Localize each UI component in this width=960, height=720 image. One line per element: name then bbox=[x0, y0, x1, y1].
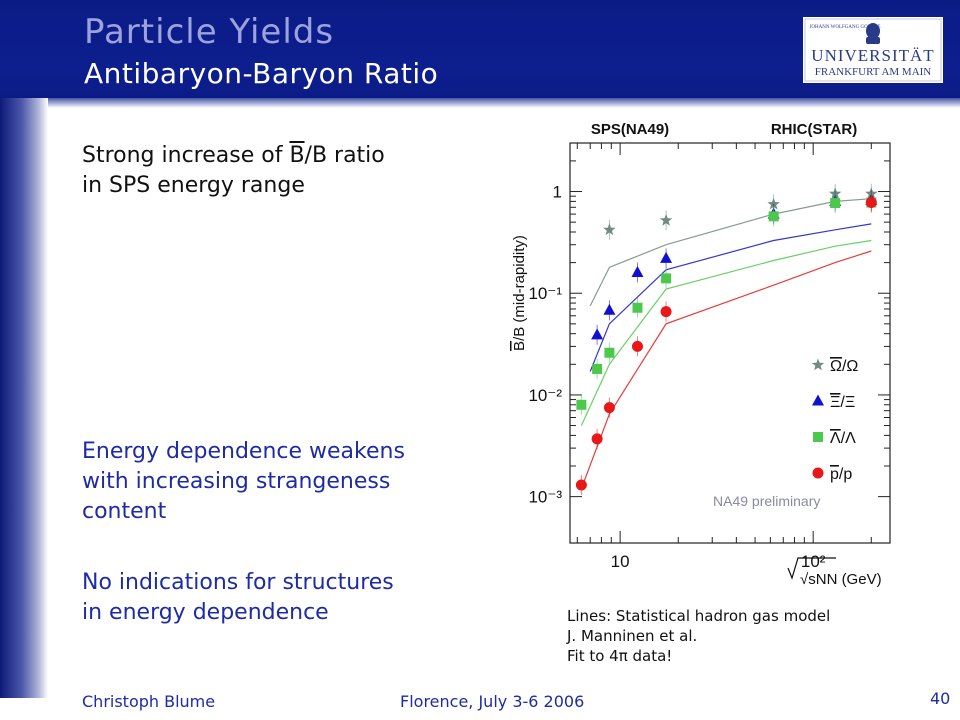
data-point-triangle bbox=[603, 303, 616, 315]
data-point-square bbox=[661, 273, 672, 284]
data-point-circle bbox=[660, 306, 672, 318]
bullet-no-structures: No indications for structures in energy … bbox=[82, 568, 394, 628]
data-point-square bbox=[592, 363, 603, 374]
bullet-line: in energy dependence bbox=[82, 600, 329, 625]
y-tick-label: 10⁻² bbox=[528, 386, 562, 405]
model-line-0 bbox=[589, 198, 872, 307]
data-points bbox=[575, 183, 878, 496]
bullet-line: No indications for structures bbox=[82, 570, 394, 595]
slide-subtitle: Antibaryon-Baryon Ratio bbox=[84, 57, 439, 90]
data-point-circle bbox=[865, 196, 877, 208]
y-tick-label: 1 bbox=[553, 183, 562, 202]
logo-line2: UNIVERSITÄT bbox=[811, 46, 934, 65]
caption-line: J. Manninen et al. bbox=[567, 627, 698, 645]
y-tick-labels: 1 10⁻¹ 10⁻² 10⁻³ bbox=[528, 183, 562, 507]
axis-ticks bbox=[570, 142, 890, 543]
legend-label: Λ/Λ bbox=[830, 430, 856, 447]
legend-marker-star bbox=[811, 358, 825, 371]
header-bar bbox=[0, 0, 960, 98]
logo-line1: JOHANN WOLFGANG GOETHE bbox=[809, 25, 880, 30]
model-line-1 bbox=[589, 223, 872, 372]
model-line-2 bbox=[580, 239, 872, 426]
legend-marker-triangle bbox=[812, 394, 824, 406]
data-point-triangle bbox=[660, 251, 673, 263]
data-point-square bbox=[576, 399, 587, 410]
y-axis-label: B/B (mid-rapidity) bbox=[511, 235, 528, 351]
data-point-square bbox=[632, 302, 643, 313]
x-tick-label: 10² bbox=[801, 552, 826, 571]
y-tick-label: 10⁻¹ bbox=[528, 284, 562, 303]
goethe-portrait-icon bbox=[866, 23, 880, 44]
top-label-sps: SPS(NA49) bbox=[591, 121, 669, 138]
bullet-strong-increase: Strong increase of B/B ratio in SPS ener… bbox=[82, 141, 385, 201]
header-fade bbox=[0, 98, 960, 108]
bullet-line: Strong increase of B/B ratio bbox=[82, 143, 385, 168]
top-labels: SPS(NA49) RHIC(STAR) bbox=[591, 121, 857, 138]
data-point-triangle bbox=[631, 265, 644, 277]
data-point-square bbox=[830, 198, 841, 209]
bullet-line: Energy dependence weakens bbox=[82, 439, 405, 464]
model-line-3 bbox=[580, 250, 872, 489]
page-number: 40 bbox=[930, 689, 951, 708]
bullet-energy-dependence: Energy dependence weakens with increasin… bbox=[82, 437, 405, 527]
slide-title: Particle Yields bbox=[84, 12, 335, 52]
data-point-circle bbox=[591, 433, 603, 445]
legend-label: p/p bbox=[830, 466, 852, 483]
caption-line: Fit to 4π data! bbox=[567, 647, 673, 665]
legend-label: Ξ/Ξ bbox=[830, 394, 855, 411]
x-tick-label: 10 bbox=[611, 552, 630, 571]
data-point-circle bbox=[575, 479, 587, 491]
logo-line3: FRANKFURT AM MAIN bbox=[815, 66, 932, 78]
y-tick-label: 10⁻³ bbox=[528, 488, 562, 507]
data-point-square bbox=[768, 211, 779, 222]
footer-author: Christoph Blume bbox=[82, 692, 216, 711]
bullet-line: in SPS energy range bbox=[82, 173, 305, 198]
bullet-line: with increasing strangeness bbox=[82, 469, 391, 494]
data-point-square bbox=[604, 347, 615, 358]
data-point-circle bbox=[603, 402, 615, 414]
model-caption: Lines: Statistical hadron gas model J. M… bbox=[567, 606, 830, 666]
model-lines bbox=[580, 198, 872, 489]
university-logo: JOHANN WOLFGANG GOETHE UNIVERSITÄT FRANK… bbox=[803, 17, 943, 83]
data-point-triangle bbox=[591, 328, 604, 340]
sidebar-gradient bbox=[0, 98, 48, 698]
data-point-star bbox=[767, 197, 780, 210]
preliminary-annotation: NA49 preliminary bbox=[713, 493, 820, 509]
footer-event: Florence, July 3-6 2006 bbox=[400, 692, 585, 711]
x-tick-labels: 10 10² bbox=[611, 552, 826, 571]
legend-marker-circle bbox=[812, 467, 824, 479]
legend-label: Ω/Ω bbox=[830, 358, 858, 375]
x-axis-label-text: √sNN (GeV) bbox=[800, 571, 882, 588]
x-axis-label: √sNN (GeV) bbox=[787, 557, 882, 588]
ratio-chart: SPS(NA49) RHIC(STAR) 1 10⁻¹ 10⁻² 10⁻³ 10 10²… bbox=[511, 121, 891, 588]
top-label-rhic: RHIC(STAR) bbox=[771, 121, 857, 138]
data-point-circle bbox=[631, 340, 643, 352]
data-point-star bbox=[603, 223, 616, 236]
plot-frame bbox=[569, 142, 891, 544]
legend-marker-square bbox=[813, 432, 823, 442]
bullet-line: content bbox=[82, 499, 167, 524]
legend: Ω/Ω Ξ/Ξ Λ/Λ p/p bbox=[811, 358, 858, 483]
data-point-star bbox=[659, 213, 673, 226]
caption-line: Lines: Statistical hadron gas model bbox=[567, 607, 831, 625]
